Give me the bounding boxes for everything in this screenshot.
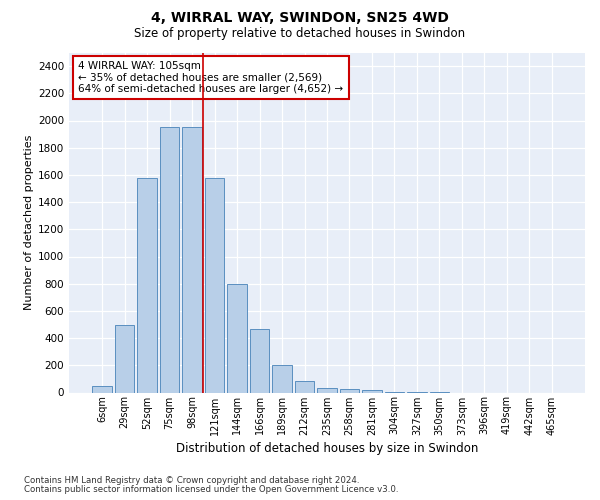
Text: Size of property relative to detached houses in Swindon: Size of property relative to detached ho…	[134, 28, 466, 40]
Bar	[205, 178, 224, 392]
Bar	[227, 284, 247, 393]
Bar	[160, 128, 179, 392]
Bar	[92, 386, 112, 392]
Text: Contains HM Land Registry data © Crown copyright and database right 2024.: Contains HM Land Registry data © Crown c…	[24, 476, 359, 485]
Bar	[317, 388, 337, 392]
Bar	[250, 328, 269, 392]
Bar	[115, 324, 134, 392]
Y-axis label: Number of detached properties: Number of detached properties	[24, 135, 34, 310]
Bar	[182, 128, 202, 392]
Text: Contains public sector information licensed under the Open Government Licence v3: Contains public sector information licen…	[24, 485, 398, 494]
X-axis label: Distribution of detached houses by size in Swindon: Distribution of detached houses by size …	[176, 442, 478, 454]
Text: 4 WIRRAL WAY: 105sqm
← 35% of detached houses are smaller (2,569)
64% of semi-de: 4 WIRRAL WAY: 105sqm ← 35% of detached h…	[78, 61, 343, 94]
Bar	[272, 366, 292, 392]
Bar	[340, 389, 359, 392]
Text: 4, WIRRAL WAY, SWINDON, SN25 4WD: 4, WIRRAL WAY, SWINDON, SN25 4WD	[151, 11, 449, 25]
Bar	[362, 390, 382, 392]
Bar	[295, 381, 314, 392]
Bar	[137, 178, 157, 392]
